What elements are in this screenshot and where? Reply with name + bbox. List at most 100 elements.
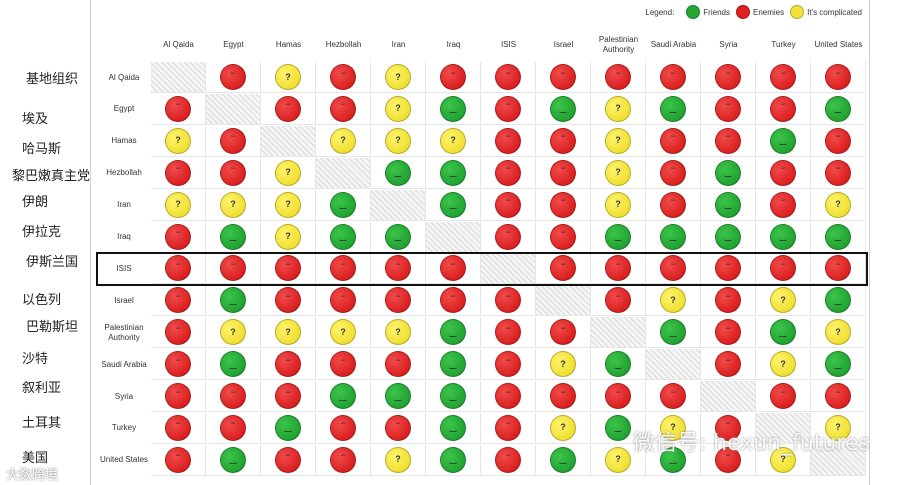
relationship-cell: ‾ bbox=[151, 253, 206, 285]
column-header: Hamas bbox=[275, 40, 302, 49]
friend-icon: ‿ bbox=[605, 351, 631, 378]
enemy-icon: ‾ bbox=[275, 351, 301, 378]
friend-icon: ‿ bbox=[440, 191, 466, 218]
column-header: Al Qaida bbox=[163, 40, 194, 49]
enemy-icon: ‾ bbox=[825, 159, 851, 186]
enemy-icon: ‾ bbox=[660, 191, 686, 218]
relationship-cell: ? bbox=[756, 444, 811, 476]
relationship-cell: ‾ bbox=[646, 189, 701, 221]
enemy-icon: ‾ bbox=[770, 255, 796, 282]
relationship-cell: ‿ bbox=[426, 317, 481, 349]
relationship-cell: ‾ bbox=[151, 349, 206, 381]
friend-icon: ‿ bbox=[440, 414, 466, 441]
relationship-cell: ‾ bbox=[481, 412, 536, 444]
relationship-cell: ‿ bbox=[536, 444, 591, 476]
relationship-cell: ? bbox=[811, 317, 866, 349]
complicated-icon: ? bbox=[770, 287, 796, 314]
chinese-row-label: 土耳其 bbox=[22, 416, 62, 431]
complicated-icon: ? bbox=[385, 95, 411, 122]
chinese-row-label: 伊拉克 bbox=[22, 225, 62, 240]
enemy-icon: ‾ bbox=[385, 414, 411, 441]
enemy-icon: ‾ bbox=[165, 383, 191, 409]
relationship-cell: ‾ bbox=[811, 62, 866, 93]
enemy-icon: ‾ bbox=[605, 383, 631, 409]
relationship-cell: ‾ bbox=[756, 93, 811, 125]
relationship-cell: ‾ bbox=[316, 444, 371, 476]
relationship-cell: ‾ bbox=[701, 412, 756, 444]
relationship-cell: ‾ bbox=[481, 317, 536, 349]
chinese-row-label: 伊朗 bbox=[22, 195, 49, 210]
enemy-icon: ‾ bbox=[550, 159, 576, 186]
chinese-row-label: 黎巴嫩真主党 bbox=[12, 169, 91, 184]
relationship-cell: ‾ bbox=[481, 93, 536, 125]
relationship-cell: ‾ bbox=[481, 381, 536, 412]
friend-icon: ‿ bbox=[715, 191, 741, 218]
relationship-cell: ‾ bbox=[206, 412, 261, 444]
enemy-icon: ‾ bbox=[165, 351, 191, 378]
relationship-cell: ‾ bbox=[206, 381, 261, 412]
row-header: Iraq bbox=[117, 232, 131, 241]
complicated-icon: ? bbox=[220, 319, 246, 346]
complicated-icon: ? bbox=[825, 414, 851, 441]
friend-icon: ‿ bbox=[440, 319, 466, 346]
enemy-icon: ‾ bbox=[660, 383, 686, 409]
relationship-cell: ‾ bbox=[151, 285, 206, 317]
friend-icon: ‿ bbox=[770, 319, 796, 346]
friend-icon: ‿ bbox=[330, 383, 356, 409]
relationship-cell: ? bbox=[591, 125, 646, 157]
enemy-icon: ‾ bbox=[165, 446, 191, 473]
column-header: Saudi Arabia bbox=[650, 40, 697, 49]
relationship-cell: ‿ bbox=[371, 381, 426, 412]
relationship-cell: ‿ bbox=[426, 93, 481, 125]
enemy-icon: ‾ bbox=[550, 191, 576, 218]
complicated-icon: ? bbox=[605, 191, 631, 218]
enemy-icon: ‾ bbox=[605, 287, 631, 314]
relationship-cell: ‾ bbox=[371, 412, 426, 444]
relationship-cell: ‾ bbox=[536, 381, 591, 412]
relationship-cell: ‿ bbox=[756, 125, 811, 157]
friend-icon: ‿ bbox=[825, 223, 851, 250]
enemy-icon: ‾ bbox=[385, 255, 411, 282]
diagonal-cell bbox=[371, 189, 426, 221]
enemy-icon: ‾ bbox=[715, 319, 741, 346]
relationship-cell: ‾ bbox=[261, 349, 316, 381]
column-header: Iran bbox=[391, 40, 406, 49]
enemy-icon: ‾ bbox=[330, 414, 356, 441]
friend-icon: ‿ bbox=[385, 383, 411, 409]
enemy-icon: ‾ bbox=[495, 414, 521, 441]
relationship-cell: ‿ bbox=[316, 221, 371, 253]
legend-title: Legend: bbox=[645, 7, 675, 17]
enemy-icon: ‾ bbox=[770, 64, 796, 90]
relationship-cell: ‿ bbox=[536, 93, 591, 125]
enemy-icon: ‾ bbox=[165, 414, 191, 441]
relationship-cell: ‾ bbox=[646, 157, 701, 189]
diagonal-cell bbox=[536, 285, 591, 317]
relationship-cell: ‿ bbox=[206, 349, 261, 381]
enemy-icon: ‾ bbox=[550, 127, 576, 154]
diagonal-cell bbox=[811, 444, 866, 476]
friend-icon: ‿ bbox=[440, 95, 466, 122]
relationship-cell: ? bbox=[426, 125, 481, 157]
relationship-cell: ‾ bbox=[481, 125, 536, 157]
relationship-cell: ‾ bbox=[426, 285, 481, 317]
relationship-cell: ‾ bbox=[481, 285, 536, 317]
enemy-icon: ‾ bbox=[440, 287, 466, 314]
enemy-icon: ‾ bbox=[550, 255, 576, 282]
relationship-cell: ? bbox=[261, 189, 316, 221]
enemy-icon: ‾ bbox=[495, 127, 521, 154]
legend-item-friend: Friends bbox=[686, 5, 730, 19]
friend-icon: ‿ bbox=[550, 446, 576, 473]
chinese-row-label: 伊斯兰国 bbox=[26, 255, 79, 270]
enemy-icon: ‾ bbox=[495, 191, 521, 218]
relationship-cell: ? bbox=[536, 349, 591, 381]
relationship-cell: ‿ bbox=[261, 412, 316, 444]
relationship-cell: ‾ bbox=[756, 381, 811, 412]
row-header: Palestinian Authority bbox=[104, 322, 144, 342]
relationship-cell: ? bbox=[371, 444, 426, 476]
enemy-icon: ‾ bbox=[495, 446, 521, 473]
relationship-cell: ‿ bbox=[426, 412, 481, 444]
relationship-cell: ‿ bbox=[591, 349, 646, 381]
enemy-icon: ‾ bbox=[715, 351, 741, 378]
relationship-cell: ‾ bbox=[316, 349, 371, 381]
relationship-cell: ‾ bbox=[371, 253, 426, 285]
